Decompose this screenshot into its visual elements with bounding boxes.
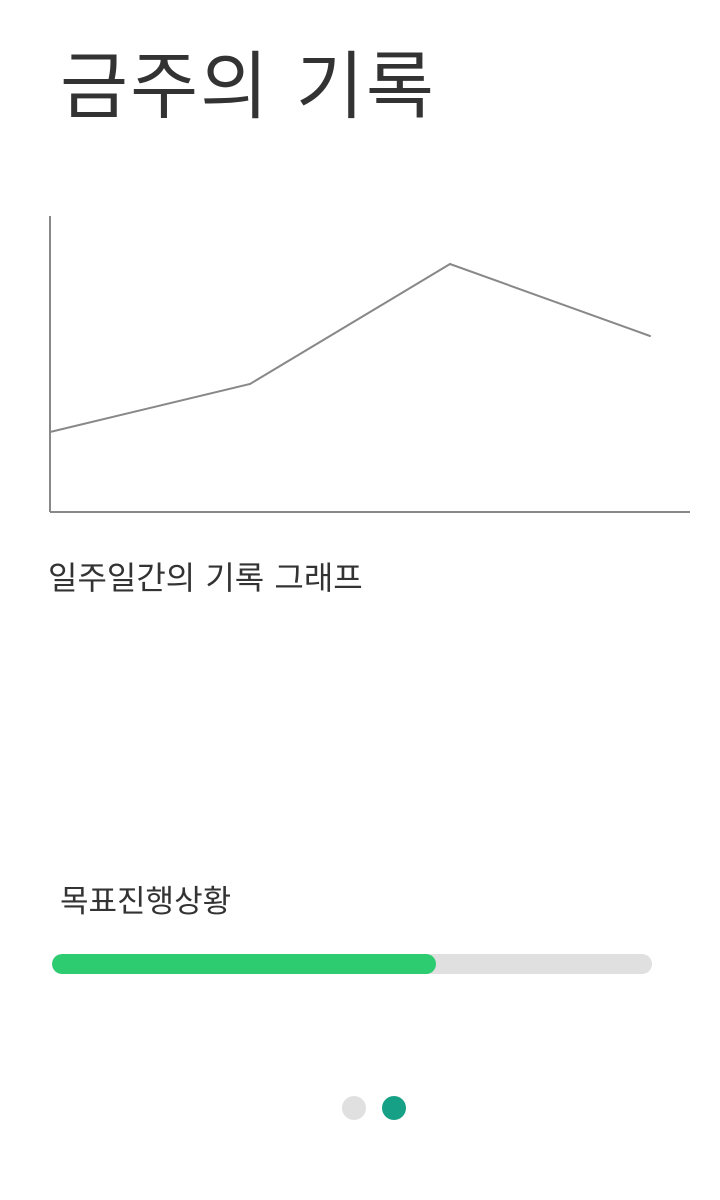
page-indicator [342, 1096, 406, 1120]
chart-caption: 일주일간의 기록 그래프 [48, 559, 363, 597]
page-dot-1[interactable] [342, 1096, 366, 1120]
weekly-line-chart [49, 216, 690, 513]
data-point [649, 335, 651, 337]
data-point [49, 431, 51, 433]
goal-progress-label: 목표진행상황 [60, 884, 232, 920]
data-point [449, 263, 451, 265]
series-line-1 [49, 262, 651, 433]
goal-progress-bar [52, 954, 652, 974]
page-title: 금주의 기록 [60, 44, 436, 130]
goal-progress-fill [52, 954, 436, 974]
data-point [249, 383, 251, 385]
page-dot-2[interactable] [382, 1096, 406, 1120]
